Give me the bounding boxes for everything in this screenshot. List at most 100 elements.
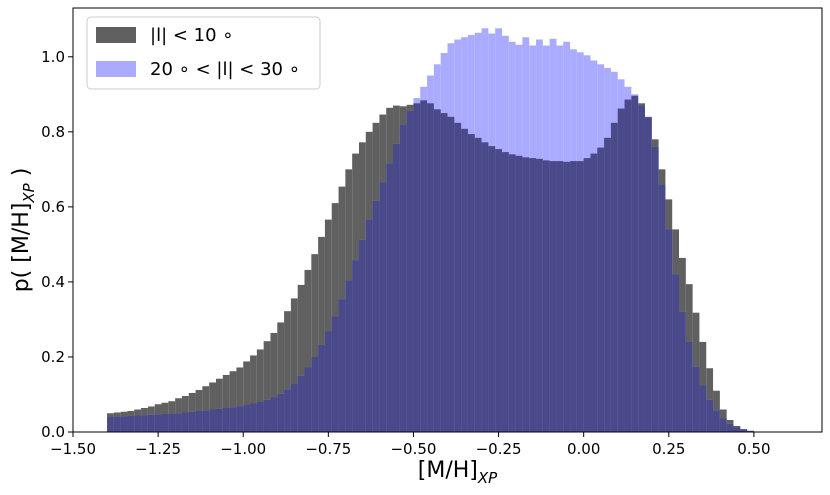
overlap-bar <box>529 158 537 432</box>
overlap-bar <box>563 161 571 433</box>
y-tick-label: 0.0 <box>41 423 65 441</box>
overlap-bar <box>229 407 237 432</box>
overlap-bar <box>250 403 257 432</box>
gray-bar <box>215 378 223 432</box>
overlap-bar <box>399 124 407 433</box>
overlap-bar <box>290 383 298 432</box>
overlap-bar <box>508 154 516 432</box>
overlap-bar <box>277 393 285 432</box>
overlap-bar <box>181 412 189 432</box>
overlap-bar <box>501 152 509 432</box>
overlap-bar <box>692 366 700 432</box>
overlap-bar <box>699 385 707 432</box>
overlap-bar <box>440 113 448 432</box>
overlap-bar <box>338 299 346 432</box>
overlap-bar <box>644 117 652 432</box>
overlap-bar <box>719 418 727 432</box>
x-tick-label: −1.00 <box>220 440 266 458</box>
overlap-bar <box>474 137 482 433</box>
gray-bar <box>297 284 305 432</box>
overlap-bar <box>318 344 325 432</box>
overlap-bar <box>495 149 502 432</box>
overlap-bar <box>168 413 176 432</box>
overlap-bar <box>685 341 693 432</box>
overlap-bar <box>120 416 128 432</box>
overlap-bar <box>631 95 639 433</box>
overlap-bar <box>713 410 720 432</box>
overlap-bar <box>665 229 673 432</box>
overlap-bar <box>270 397 278 432</box>
overlap-bar <box>604 137 611 433</box>
overlap-bar <box>481 142 489 432</box>
overlap-bar <box>154 414 162 432</box>
gray-bar <box>284 311 291 432</box>
overlap-bar <box>570 161 577 432</box>
y-axis-ticks: 0.0 0.2 0.4 0.6 0.8 1.0 <box>41 48 73 441</box>
overlap-bar <box>597 147 605 432</box>
gray-bar <box>318 236 325 432</box>
overlap-bar <box>372 200 380 432</box>
y-axis-label: p( [M/H]XP ) <box>9 168 38 293</box>
overlap-bar <box>243 404 251 432</box>
overlap-bar <box>672 274 680 432</box>
legend-swatch-blue <box>96 61 136 77</box>
overlap-bar <box>352 260 359 432</box>
overlap-bar <box>747 430 754 432</box>
overlap-bar <box>379 182 387 432</box>
overlap-bar <box>740 429 748 432</box>
overlap-bar <box>624 99 632 432</box>
overlap-bar <box>215 408 223 432</box>
overlap-bar <box>576 161 584 432</box>
overlap-bar <box>515 155 523 433</box>
gray-bar <box>290 298 298 432</box>
overlap-bar <box>195 410 203 432</box>
overlap-bar <box>488 146 496 432</box>
gray-bar <box>304 269 312 432</box>
overlap-bar <box>583 158 591 432</box>
overlap-bar <box>447 116 455 433</box>
overlap-bar <box>188 411 196 432</box>
overlap-bar <box>386 163 394 432</box>
overlap-bar <box>222 407 230 432</box>
overlap-bar <box>331 316 339 432</box>
overlap-bar <box>610 122 618 433</box>
legend-label-blue: 20 ∘ < |l| < 30 ∘ <box>150 59 300 80</box>
overlap-bar <box>467 134 475 432</box>
overlap-bar <box>706 399 714 432</box>
overlap-bar <box>433 109 441 432</box>
overlap-bar <box>311 356 319 432</box>
gray-bar <box>222 374 230 432</box>
overlap-bar <box>209 409 216 432</box>
y-tick-label: 0.2 <box>41 348 65 366</box>
gray-bar <box>270 332 278 432</box>
overlap-bar <box>406 110 414 433</box>
x-axis-label-main: [M/H] <box>418 458 478 483</box>
overlap-bar <box>726 423 734 432</box>
x-tick-label: −0.75 <box>305 440 351 458</box>
x-tick-label: 0.50 <box>737 440 770 458</box>
y-tick-label: 1.0 <box>41 48 65 66</box>
x-tick-label: −1.25 <box>135 440 181 458</box>
overlap-bar <box>522 157 530 432</box>
overlap-bar <box>358 239 366 432</box>
overlap-bar <box>651 146 659 433</box>
overlap-bar <box>202 410 210 432</box>
overlap-bar <box>427 103 434 432</box>
overlap-bar <box>345 280 353 432</box>
overlap-bar <box>365 219 373 432</box>
overlap-bar <box>297 375 305 432</box>
overlap-bar <box>454 122 462 433</box>
overlap-bar <box>256 401 264 432</box>
x-tick-label: −0.50 <box>390 440 436 458</box>
gray-bar <box>263 341 271 432</box>
overlap-bar <box>536 158 543 433</box>
overlap-bar <box>304 367 312 432</box>
overlap-bar <box>263 399 271 432</box>
gray-bar <box>311 254 319 432</box>
y-tick-label: 0.6 <box>41 198 65 216</box>
overlap-bar <box>175 413 182 432</box>
x-tick-label: 0.25 <box>652 440 685 458</box>
plot-frame <box>72 7 823 433</box>
overlap-bar <box>413 103 421 432</box>
overlap-bar <box>556 161 564 432</box>
